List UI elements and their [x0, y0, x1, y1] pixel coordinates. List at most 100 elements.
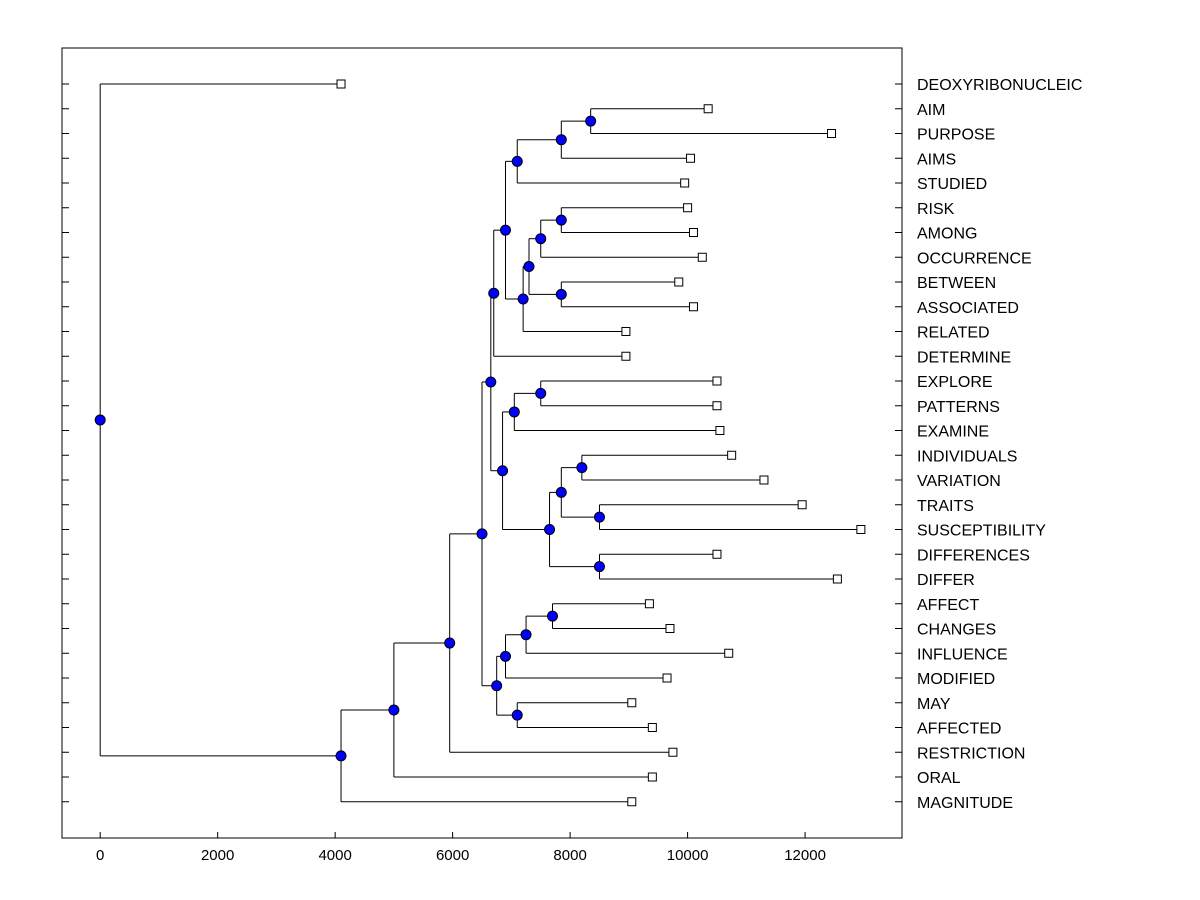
merge-node-n_group_b	[497, 465, 509, 477]
leaf-label-purpose: PURPOSE	[917, 127, 995, 144]
leaf-label-aim: AIM	[917, 102, 945, 119]
leaf-marker-may	[627, 698, 637, 708]
leaf-marker-associated	[688, 302, 698, 312]
merge-nodes	[94, 115, 605, 762]
leaf-marker-differences	[712, 549, 722, 559]
leaf-label-studied: STUDIED	[917, 176, 987, 193]
merge-node-n_group_c	[491, 680, 503, 692]
leaf-marker-restriction	[668, 747, 678, 757]
leaf-labels: DEOXYRIBONUCLEIC AIM PURPOSE AIMS STUDIED RIS…	[917, 77, 1082, 812]
merge-node-n_risk_among	[555, 214, 567, 226]
leaf-label-modified: MODIFIED	[917, 671, 995, 688]
x-tick-label: 4000	[318, 847, 351, 864]
leaf-marker-modified	[662, 673, 672, 683]
x-tick-label: 2000	[201, 847, 234, 864]
leaf-marker-aims	[686, 153, 696, 163]
merge-node-n_determine	[488, 287, 500, 299]
leaf-label-occurrence: OCCURRENCE	[917, 250, 1032, 267]
leaf-label-aims: AIMS	[917, 151, 956, 168]
merge-node-n_aims	[555, 134, 567, 146]
leaf-label-variation: VARIATION	[917, 473, 1001, 490]
merge-node-n_root	[94, 414, 106, 426]
leaf-marker-influence	[724, 648, 734, 658]
leaf-marker-individuals	[727, 450, 737, 460]
merge-node-n_studied	[511, 155, 523, 167]
leaf-label-differ: DIFFER	[917, 572, 975, 589]
merge-node-n_var_diff	[544, 524, 556, 535]
leaf-label-traits: TRAITS	[917, 498, 974, 515]
leaf-label-explore: EXPLORE	[917, 374, 993, 391]
leaf-marker-changes	[665, 624, 675, 633]
leaf-markers	[336, 79, 866, 807]
leaf-marker-differ	[832, 574, 842, 584]
merge-node-n_occurrence	[535, 233, 547, 245]
merge-node-n_related	[517, 293, 529, 305]
x-tick-label: 12000	[784, 847, 826, 864]
leaf-label-influence: INFLUENCE	[917, 646, 1008, 663]
x-tick-label: 8000	[553, 847, 586, 864]
leaf-marker-affect	[644, 599, 654, 609]
merge-node-n_magnitude	[335, 750, 347, 762]
leaf-label-changes: CHANGES	[917, 622, 996, 639]
leaf-marker-magnitude	[627, 797, 637, 807]
leaf-marker-affected	[647, 723, 657, 732]
merge-node-n_group_abc	[476, 528, 488, 540]
leaf-marker-aim	[703, 104, 713, 114]
leaf-marker-determine	[621, 351, 631, 361]
leaf-marker-patterns	[712, 401, 722, 411]
leaf-marker-variation	[759, 475, 769, 485]
merge-node-n_affect_changes	[546, 610, 558, 622]
merge-node-n_restriction	[444, 637, 456, 649]
x-tick-label: 0	[96, 847, 104, 864]
merge-node-n_modified	[499, 650, 511, 662]
y-axis-ticks	[62, 83, 902, 803]
merge-node-n_traits_susc	[593, 511, 605, 523]
leaf-label-among: AMONG	[917, 226, 977, 243]
x-tick-label: 10000	[667, 847, 709, 864]
leaf-marker-occurrence	[697, 252, 707, 262]
plot-frame	[61, 47, 903, 839]
leaf-label-affected: AFFECTED	[917, 721, 1001, 738]
leaf-label-individuals: INDIVIDUALS	[917, 448, 1017, 465]
leaf-label-affect: AFFECT	[917, 597, 979, 614]
leaf-marker-studied	[680, 178, 690, 188]
merge-node-n_between_assoc	[555, 288, 567, 300]
leaf-label-differences: DIFFERENCES	[917, 547, 1030, 564]
merge-node-n_oral	[388, 704, 400, 716]
leaf-label-patterns: PATTERNS	[917, 399, 1000, 416]
leaf-label-related: RELATED	[917, 325, 990, 342]
leaf-marker-traits	[797, 500, 807, 510]
merge-node-n_group_ab	[485, 376, 497, 388]
leaf-marker-examine	[715, 426, 725, 435]
leaf-marker-deoxyribonucleic	[336, 79, 346, 89]
leaf-marker-susceptibility	[856, 525, 866, 534]
merge-node-n_aim_purpose	[585, 115, 597, 127]
merge-node-n_influence	[520, 629, 532, 641]
leaf-label-magnitude: MAGNITUDE	[917, 795, 1013, 812]
merge-node-n_examine	[508, 406, 520, 418]
merge-node-n_var_traits	[555, 486, 567, 498]
x-axis: 0 2000 4000 6000 8000 10000 12000	[96, 832, 826, 864]
leaf-label-restriction: RESTRICTION	[917, 745, 1025, 762]
leaf-marker-between	[674, 277, 684, 287]
leaf-label-deoxyribonucleic: DEOXYRIBONUCLEIC	[917, 77, 1082, 94]
x-tick-label: 6000	[436, 847, 469, 864]
leaf-label-susceptibility: SUSCEPTIBILITY	[917, 523, 1046, 540]
leaf-marker-explore	[712, 376, 722, 386]
leaf-label-may: MAY	[917, 696, 951, 713]
merge-node-n_group_a	[499, 224, 511, 236]
leaf-label-risk: RISK	[917, 201, 955, 218]
leaf-label-between: BETWEEN	[917, 275, 996, 292]
leaf-label-examine: EXAMINE	[917, 424, 989, 441]
leaf-marker-oral	[647, 772, 657, 782]
leaf-marker-purpose	[827, 129, 837, 138]
merge-node-n_diff	[593, 561, 605, 573]
leaf-marker-risk	[683, 203, 693, 213]
leaf-label-oral: ORAL	[917, 770, 961, 787]
leaf-marker-among	[688, 228, 698, 237]
merge-node-n_indiv_var	[576, 462, 588, 474]
leaf-label-determine: DETERMINE	[917, 349, 1011, 366]
merge-node-n_explore_patterns	[535, 387, 547, 399]
leaf-label-associated: ASSOCIATED	[917, 300, 1019, 317]
